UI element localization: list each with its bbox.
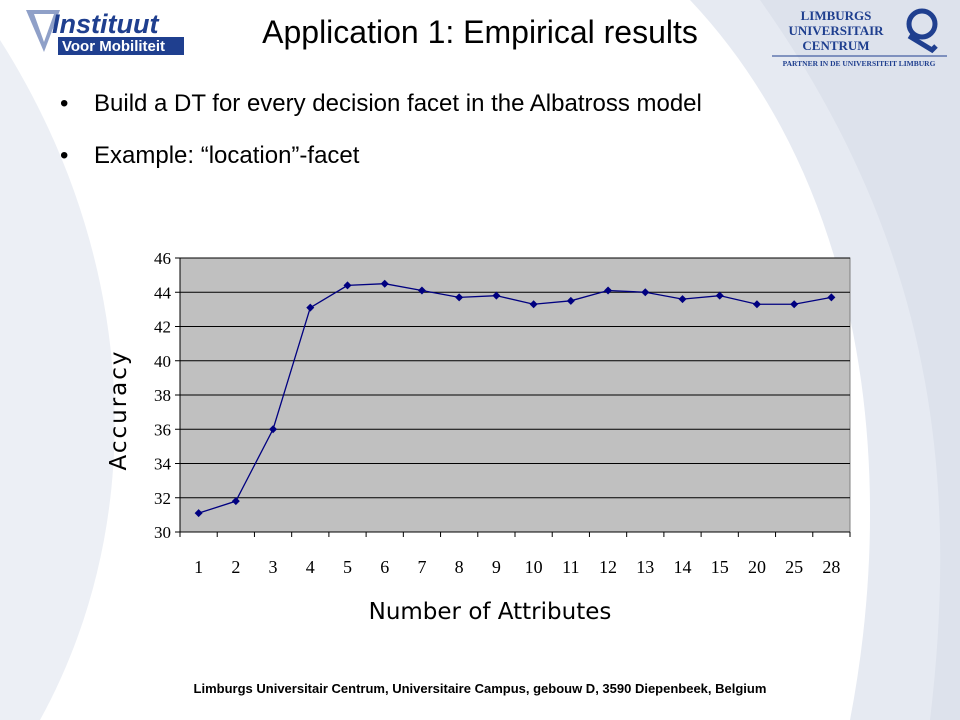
logo-right-line4: PARTNER IN DE UNIVERSITEIT LIMBURG <box>783 59 936 68</box>
data-point <box>604 286 613 295</box>
y-tick-label: 30 <box>154 523 171 542</box>
bullet-dot-icon: • <box>60 142 69 169</box>
x-tick-label: 20 <box>748 557 766 577</box>
y-tick-label: 36 <box>154 420 171 439</box>
x-tick-label: 1 <box>194 557 203 577</box>
data-point <box>380 279 389 288</box>
data-point <box>752 300 761 309</box>
y-tick-label: 40 <box>154 352 171 371</box>
series-line <box>198 283 832 514</box>
limburgs-universitair-centrum-logo: LIMBURGS UNIVERSITAIR CENTRUM PARTNER IN… <box>772 6 947 68</box>
x-tick-label: 6 <box>380 557 389 577</box>
slide-title: Application 1: Empirical results <box>262 14 698 50</box>
bullet-text: Build a DT for every decision facet in t… <box>94 90 702 117</box>
logo-left-line2: Voor Mobiliteit <box>62 38 165 55</box>
y-tick-label: 42 <box>154 318 171 337</box>
x-tick-label: 12 <box>599 557 617 577</box>
logo-right-line3: CENTRUM <box>802 38 869 53</box>
bullet-item: • Example: “location”-facet <box>60 140 860 172</box>
data-point <box>231 497 240 506</box>
y-tick-label: 38 <box>154 386 171 405</box>
y-axis-title: Accuracy <box>106 349 132 470</box>
y-tick-label: 44 <box>154 283 172 302</box>
instituut-voor-mobiliteit-logo: Instituut Voor Mobiliteit <box>22 6 187 56</box>
data-point <box>641 288 650 297</box>
bullet-text: Example: “location”-facet <box>94 142 360 169</box>
data-point <box>529 300 538 309</box>
data-point <box>566 296 575 305</box>
logo-right-line1: LIMBURGS <box>801 8 872 23</box>
x-tick-label: 10 <box>525 557 543 577</box>
bullet-list: • Build a DT for every decision facet in … <box>60 88 860 192</box>
x-tick-label: 15 <box>711 557 729 577</box>
footer-address: Limburgs Universitair Centrum, Universit… <box>193 681 767 696</box>
x-tick-label: 3 <box>269 557 278 577</box>
x-tick-label: 9 <box>492 557 501 577</box>
x-tick-label: 4 <box>306 557 315 577</box>
x-tick-label: 8 <box>455 557 464 577</box>
x-tick-label: 11 <box>562 557 579 577</box>
x-tick-label: 28 <box>822 557 840 577</box>
y-tick-label: 34 <box>154 455 172 474</box>
data-point <box>343 281 352 290</box>
data-point <box>492 291 501 300</box>
x-tick-label: 14 <box>674 557 692 577</box>
data-point <box>306 303 315 312</box>
x-axis-title: Number of Attributes <box>369 599 612 625</box>
x-tick-label: 25 <box>785 557 803 577</box>
data-point <box>827 293 836 302</box>
x-tick-label: 5 <box>343 557 352 577</box>
data-point <box>678 295 687 304</box>
bullet-dot-icon: • <box>60 90 69 117</box>
x-tick-label: 2 <box>231 557 240 577</box>
data-point <box>417 286 426 295</box>
bullet-item: • Build a DT for every decision facet in … <box>60 88 860 120</box>
logo-right-line2: UNIVERSITAIR <box>788 23 884 38</box>
data-point <box>790 300 799 309</box>
x-tick-label: 13 <box>636 557 654 577</box>
data-point <box>269 425 278 434</box>
y-tick-label: 32 <box>154 489 171 508</box>
y-tick-label: 46 <box>154 249 171 268</box>
data-point <box>715 291 724 300</box>
x-tick-label: 7 <box>417 557 426 577</box>
logo-left-line1: Instituut <box>52 9 159 39</box>
data-point <box>194 509 203 518</box>
data-point <box>455 293 464 302</box>
